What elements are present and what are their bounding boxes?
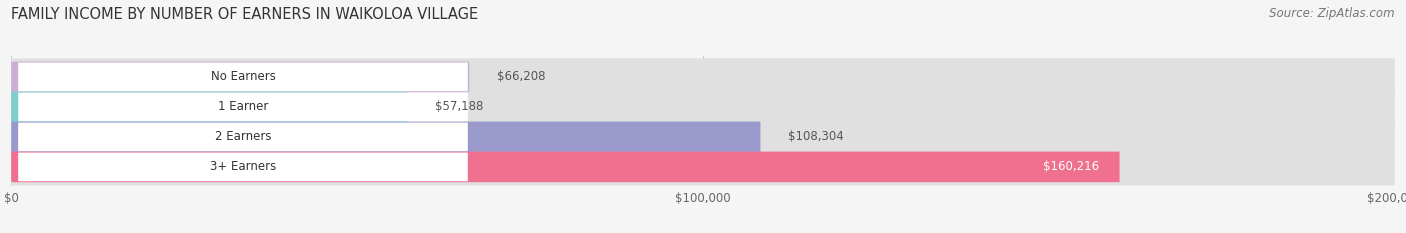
FancyBboxPatch shape <box>11 118 1395 155</box>
Text: 1 Earner: 1 Earner <box>218 100 269 113</box>
Text: $108,304: $108,304 <box>789 130 844 143</box>
FancyBboxPatch shape <box>11 122 761 152</box>
FancyBboxPatch shape <box>11 148 1395 185</box>
Text: Source: ZipAtlas.com: Source: ZipAtlas.com <box>1270 7 1395 20</box>
Text: $66,208: $66,208 <box>496 70 546 83</box>
FancyBboxPatch shape <box>18 93 468 121</box>
FancyBboxPatch shape <box>18 123 468 151</box>
FancyBboxPatch shape <box>11 62 470 92</box>
FancyBboxPatch shape <box>11 152 1119 182</box>
Text: $160,216: $160,216 <box>1043 160 1099 173</box>
Text: $57,188: $57,188 <box>434 100 482 113</box>
Text: FAMILY INCOME BY NUMBER OF EARNERS IN WAIKOLOA VILLAGE: FAMILY INCOME BY NUMBER OF EARNERS IN WA… <box>11 7 478 22</box>
FancyBboxPatch shape <box>11 58 1395 96</box>
FancyBboxPatch shape <box>18 153 468 181</box>
Text: 3+ Earners: 3+ Earners <box>209 160 276 173</box>
Text: No Earners: No Earners <box>211 70 276 83</box>
Text: 2 Earners: 2 Earners <box>215 130 271 143</box>
FancyBboxPatch shape <box>11 88 1395 125</box>
FancyBboxPatch shape <box>11 92 406 122</box>
FancyBboxPatch shape <box>18 63 468 91</box>
